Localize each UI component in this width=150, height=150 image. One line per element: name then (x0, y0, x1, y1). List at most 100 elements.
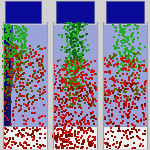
Point (67, 69, 70, 72)
Point (108, 88, 110, 91)
Point (54, 145, 57, 148)
Point (69, 106, 71, 109)
Point (19, 33, 21, 35)
Point (20, 69, 22, 71)
Point (73, 94, 75, 96)
Point (60, 128, 62, 130)
Point (136, 61, 139, 63)
Point (25, 57, 27, 60)
Point (42, 55, 44, 57)
Point (4, 30, 7, 32)
Point (21, 136, 24, 138)
Point (61, 129, 63, 131)
Point (74, 50, 76, 52)
Point (87, 65, 89, 67)
Point (128, 99, 130, 101)
Point (10, 68, 12, 70)
Point (76, 55, 78, 57)
Point (6, 59, 8, 61)
Point (23, 72, 25, 75)
Point (129, 111, 131, 114)
Point (131, 106, 133, 108)
Point (134, 63, 136, 65)
Point (84, 74, 87, 76)
Point (65, 98, 68, 100)
Point (72, 58, 75, 61)
Point (117, 63, 120, 65)
Point (27, 107, 30, 109)
Point (129, 64, 131, 67)
Point (20, 108, 22, 110)
Point (67, 141, 69, 143)
Point (135, 107, 138, 110)
Point (39, 72, 42, 75)
Point (142, 60, 145, 62)
Point (73, 68, 76, 70)
Point (76, 140, 78, 143)
Point (129, 108, 132, 110)
Point (19, 28, 22, 30)
Point (34, 112, 37, 114)
Point (80, 94, 82, 97)
Point (80, 72, 82, 75)
Point (64, 145, 66, 147)
Point (16, 133, 18, 136)
Point (39, 137, 41, 140)
Point (30, 147, 32, 149)
Point (135, 115, 138, 118)
Point (119, 57, 122, 60)
Point (84, 81, 87, 83)
Point (21, 55, 23, 57)
Point (81, 67, 83, 70)
Point (34, 51, 36, 54)
Point (132, 45, 134, 48)
Point (137, 136, 139, 138)
Point (69, 71, 71, 74)
Point (114, 107, 117, 109)
Point (74, 44, 76, 46)
Point (134, 52, 136, 55)
Point (18, 76, 20, 79)
Point (7, 28, 10, 30)
Point (66, 36, 69, 38)
Point (103, 118, 106, 121)
Point (64, 110, 66, 112)
Point (109, 55, 111, 57)
Point (39, 64, 41, 67)
Point (129, 24, 131, 27)
Point (75, 45, 77, 47)
Point (124, 60, 126, 62)
Point (20, 67, 22, 69)
Point (120, 108, 122, 110)
Point (20, 61, 22, 63)
Point (133, 58, 135, 61)
Point (84, 80, 86, 82)
Point (75, 34, 77, 36)
Point (128, 104, 130, 107)
Point (79, 86, 81, 88)
Point (139, 70, 142, 73)
Point (61, 78, 64, 81)
Point (76, 32, 78, 34)
Point (107, 143, 109, 145)
Point (77, 33, 79, 36)
Point (4, 33, 7, 36)
Point (37, 146, 39, 148)
Point (79, 56, 81, 58)
Point (58, 146, 60, 149)
Point (78, 81, 81, 84)
Point (6, 24, 9, 27)
Point (74, 54, 77, 56)
Point (128, 116, 131, 118)
Point (90, 101, 93, 103)
Point (81, 59, 83, 61)
Point (104, 84, 106, 86)
Point (130, 51, 132, 53)
Point (72, 101, 75, 104)
Point (133, 88, 136, 91)
Point (72, 44, 75, 47)
Point (79, 90, 81, 93)
Point (8, 71, 10, 73)
Point (58, 120, 60, 122)
Point (31, 96, 34, 98)
